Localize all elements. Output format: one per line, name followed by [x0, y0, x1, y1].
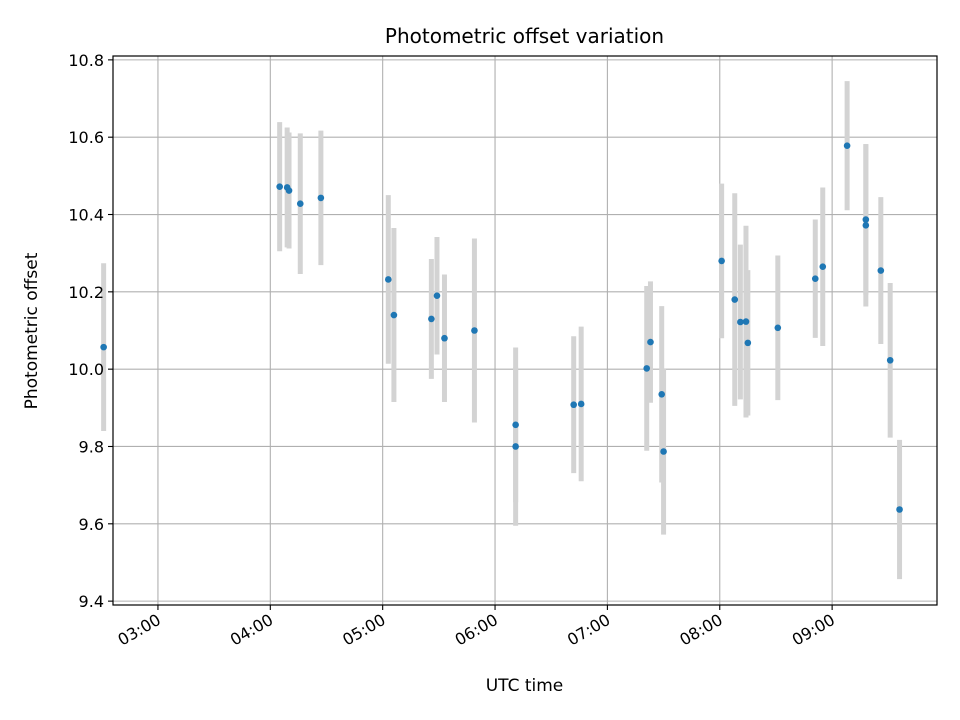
y-axis-label: Photometric offset	[22, 252, 42, 409]
data-point	[428, 315, 435, 323]
data-point	[643, 365, 651, 372]
x-tick-label: 03:00	[115, 610, 164, 650]
data-point	[737, 318, 744, 326]
x-axis: 03:00 04:00 05:00 06:00 07:00 08:00 09:00	[115, 605, 838, 650]
data-point	[441, 334, 448, 342]
data-point	[660, 448, 667, 455]
data-point	[296, 200, 304, 207]
data-point	[843, 142, 851, 149]
data-point	[512, 443, 519, 450]
y-tick-label: 9.8	[79, 437, 104, 456]
data-point	[877, 267, 885, 274]
plot-frame	[112, 55, 938, 606]
data-points	[100, 142, 903, 513]
data-point	[819, 263, 827, 271]
y-tick-label: 10.6	[68, 128, 104, 147]
data-point	[811, 275, 819, 282]
x-tick-label: 09:00	[789, 610, 838, 650]
y-tick-label: 9.4	[79, 592, 104, 611]
data-point	[276, 183, 283, 190]
data-point	[471, 327, 478, 334]
data-point	[774, 324, 782, 332]
y-tick-label: 10.4	[68, 206, 104, 225]
y-axis: 9.4 9.6 9.8 10.0 10.2 10.4 10.6 10.8	[68, 51, 113, 611]
data-point	[390, 311, 398, 319]
data-point	[718, 257, 725, 265]
data-point	[100, 343, 107, 351]
y-tick-label: 10.0	[68, 360, 104, 379]
x-tick-label: 04:00	[227, 610, 276, 650]
data-point	[886, 356, 894, 364]
x-tick-label: 05:00	[339, 610, 388, 650]
data-point	[433, 292, 441, 300]
chart-title: Photometric offset variation	[385, 24, 664, 48]
x-tick-label: 07:00	[564, 610, 613, 650]
data-point	[862, 222, 870, 229]
data-point	[862, 216, 870, 223]
data-point	[570, 401, 577, 409]
data-point	[731, 296, 739, 303]
data-point	[647, 338, 654, 346]
data-point	[577, 400, 585, 408]
y-tick-label: 10.8	[68, 51, 104, 70]
data-point	[512, 421, 519, 429]
data-point	[896, 506, 903, 513]
x-tick-label: 08:00	[676, 610, 725, 650]
data-point	[384, 276, 392, 283]
data-point	[742, 318, 750, 325]
data-point	[658, 390, 666, 398]
data-point	[744, 339, 752, 347]
x-tick-label: 06:00	[452, 610, 501, 650]
x-axis-label: UTC time	[486, 676, 564, 696]
data-point	[317, 194, 325, 202]
data-point	[285, 187, 293, 194]
y-tick-label: 9.6	[79, 515, 104, 534]
y-tick-label: 10.2	[68, 283, 104, 302]
